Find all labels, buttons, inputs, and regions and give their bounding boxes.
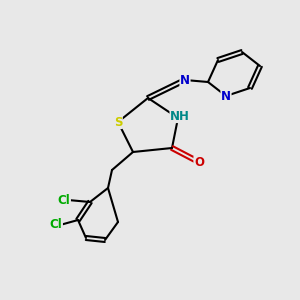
Text: NH: NH [170,110,190,122]
Text: Cl: Cl [58,194,70,206]
Text: O: O [194,157,204,169]
Text: Cl: Cl [50,218,62,232]
Text: N: N [221,89,231,103]
Text: N: N [180,74,190,86]
Text: S: S [114,116,122,128]
